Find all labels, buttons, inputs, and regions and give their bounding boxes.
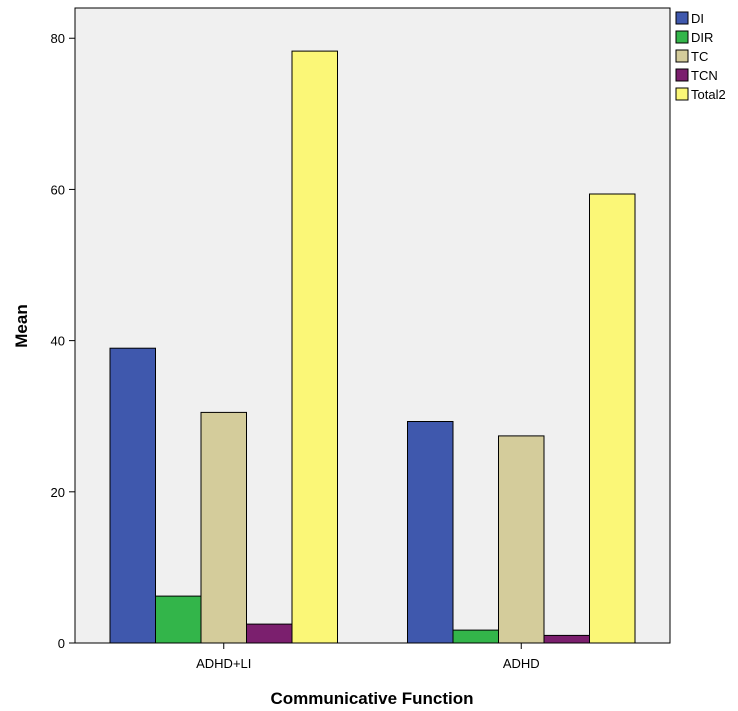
bar-di-adhd <box>407 421 454 644</box>
legend-label-dir: DIR <box>691 30 713 45</box>
y-tick-label: 20 <box>51 485 65 500</box>
x-tick-label: ADHD+LI <box>196 656 251 671</box>
y-axis-title: Mean <box>12 304 31 347</box>
bars-group <box>109 50 636 644</box>
bar-tcn-adhd <box>543 634 590 644</box>
plot-area <box>74 7 671 644</box>
legend-label-tc: TC <box>691 49 708 64</box>
y-axis: 0 20 40 60 80 <box>51 31 75 651</box>
legend: DI DIR TC TCN Total2 <box>675 11 726 102</box>
y-tick-label: 60 <box>51 182 65 197</box>
legend-swatch-total2 <box>675 87 689 101</box>
legend-label-tcn: TCN <box>691 68 718 83</box>
bar-tc-adhd-li <box>200 411 247 644</box>
y-tick-label: 80 <box>51 31 65 46</box>
legend-swatch-tc <box>675 49 689 63</box>
bar-total2-adhd <box>589 193 636 644</box>
bar-tcn-adhd-li <box>246 623 293 644</box>
legend-swatch-dir <box>675 30 689 44</box>
y-tick-label: 0 <box>58 636 65 651</box>
x-axis: ADHD+LI ADHD <box>196 643 540 671</box>
legend-label-total2: Total2 <box>691 87 726 102</box>
legend-swatch-di <box>675 11 689 25</box>
bar-di-adhd-li <box>109 347 156 644</box>
bar-dir-adhd-li <box>155 595 202 644</box>
x-axis-title: Communicative Function <box>270 689 473 708</box>
x-tick-label: ADHD <box>503 656 540 671</box>
legend-label-di: DI <box>691 11 704 26</box>
bar-dir-adhd <box>452 629 499 644</box>
bar-tc-adhd <box>498 435 545 644</box>
bar-total2-adhd-li <box>291 50 338 644</box>
y-tick-label: 40 <box>51 334 65 349</box>
legend-swatch-tcn <box>675 68 689 82</box>
